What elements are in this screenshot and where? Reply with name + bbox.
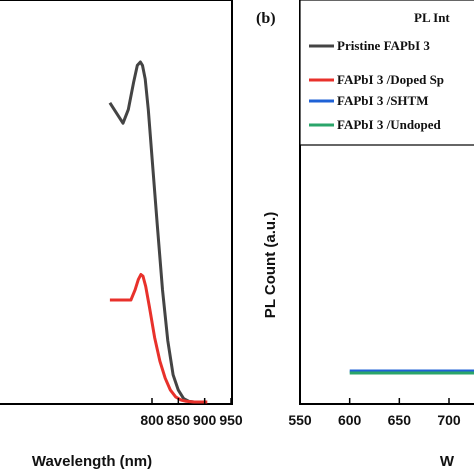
panel-a-xtick-label: 950: [219, 412, 243, 428]
panel-b-label: (b): [256, 10, 276, 27]
panel-b-xtick-label: 650: [388, 412, 412, 428]
panel-b-ylabel: PL Count (a.u.): [262, 212, 279, 318]
panel-b-xlabel: W: [440, 453, 455, 470]
panel-b-xtick-label: 700: [437, 412, 461, 428]
legend-items: Pristine FAPbI 3 FAPbI 3 /Doped Sp FAPbI 3…: [309, 38, 444, 132]
panel-a-xtick-label: 850: [167, 412, 191, 428]
panel-a-xlabel: Wavelength (nm): [32, 453, 152, 470]
panel-a-series-1: [109, 273, 208, 404]
legend-label: FAPbI 3 /SHTM: [337, 93, 429, 108]
panel-a-series-0: [108, 60, 195, 404]
panel-a-xtick-label: 800: [140, 412, 164, 428]
panel-a-xtick-label: 900: [193, 412, 217, 428]
panel-a-plot-frame: [0, 0, 233, 405]
legend-label: FAPbI 3 /Doped Sp: [337, 72, 444, 87]
legend-box: [299, 0, 474, 146]
panel-b: (b) PL Int Pristine FAPbI 3 FAPbI 3 /Dope…: [256, 0, 474, 470]
legend-title: PL Int: [414, 10, 450, 25]
legend-label: Pristine FAPbI 3: [337, 38, 430, 53]
panel-b-xtick-label: 600: [338, 412, 362, 428]
panel-b-xtick-label: 550: [288, 412, 312, 428]
panel-a: 800 850 900 950 Wavelength (nm): [0, 0, 243, 470]
legend-label: FAPbI 3 /Undoped: [337, 117, 442, 132]
